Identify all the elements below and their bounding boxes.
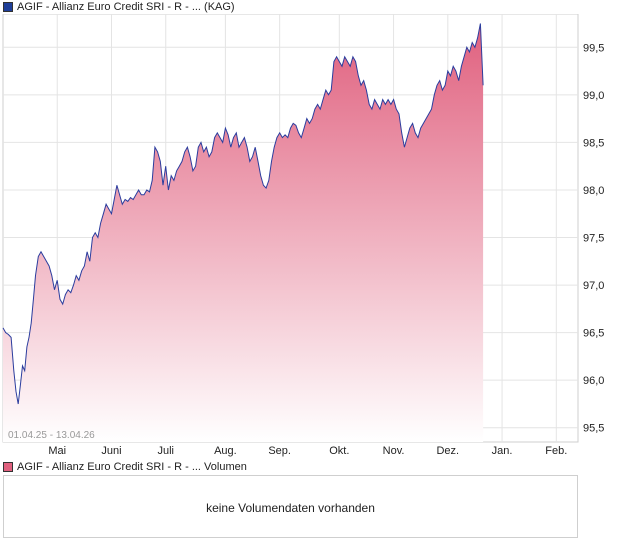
x-tick-label: Mai (48, 445, 66, 457)
x-tick-label: Dez. (436, 445, 459, 457)
y-tick-label: 98,5 (583, 137, 604, 149)
y-tick-label: 99,0 (583, 90, 604, 102)
y-tick-label: 97,0 (583, 280, 604, 292)
x-tick-label: Sep. (268, 445, 291, 457)
x-tick-label: Feb. (545, 445, 567, 457)
price-legend: AGIF - Allianz Euro Credit SRI - R - ...… (3, 0, 235, 14)
y-tick-label: 96,5 (583, 328, 604, 340)
x-axis-ticks: Mai Juni Juli Aug. Sep. Okt. Nov. Dez. Jan. Feb. (48, 445, 567, 457)
price-series-line (2, 23, 484, 405)
x-tick-label: Okt. (329, 445, 349, 457)
price-legend-label: AGIF - Allianz Euro Credit SRI - R - ...… (17, 1, 235, 13)
price-chart: 95,5 96,0 96,5 97,0 97,5 98,0 98,5 99,0 99,5 Mai… (2, 14, 604, 457)
no-volume-message: keine Volumendaten vorhanden (206, 501, 375, 515)
volume-legend: AGIF - Allianz Euro Credit SRI - R - ...… (3, 460, 247, 474)
y-tick-label: 95,5 (583, 423, 604, 435)
x-tick-label: Jan. (492, 445, 513, 457)
x-tick-label: Nov. (383, 445, 405, 457)
date-range-label: 01.04.25 - 13.04.26 (8, 430, 95, 441)
y-tick-label: 98,0 (583, 185, 604, 197)
volume-panel: keine Volumendaten vorhanden (3, 475, 578, 538)
y-tick-label: 97,5 (583, 233, 604, 245)
y-tick-label: 99,5 (583, 42, 604, 54)
price-legend-swatch (3, 2, 13, 12)
x-tick-label: Juli (157, 445, 174, 457)
price-area-fill (3, 23, 484, 442)
x-tick-label: Aug. (214, 445, 237, 457)
y-tick-label: 96,0 (583, 375, 604, 387)
volume-legend-swatch (3, 462, 13, 472)
x-tick-label: Juni (101, 445, 121, 457)
y-axis-ticks: 95,5 96,0 96,5 97,0 97,5 98,0 98,5 99,0 99,5 (583, 42, 604, 434)
volume-legend-label: AGIF - Allianz Euro Credit SRI - R - ...… (17, 461, 247, 473)
